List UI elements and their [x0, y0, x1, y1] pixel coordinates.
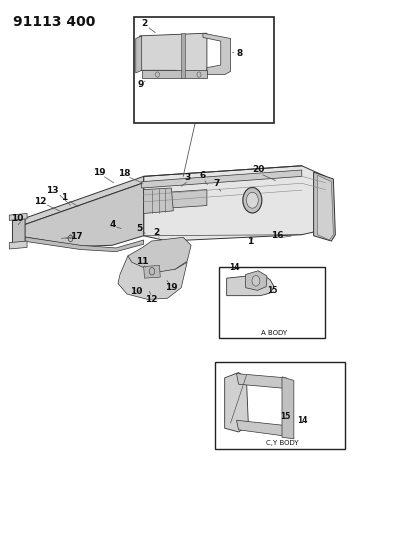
Text: 7: 7 [214, 179, 220, 188]
Polygon shape [246, 271, 267, 290]
Text: 14: 14 [229, 263, 240, 272]
Polygon shape [136, 36, 142, 73]
Circle shape [243, 188, 262, 213]
Polygon shape [144, 188, 173, 214]
Bar [219, 266, 326, 338]
Text: 10: 10 [11, 214, 23, 223]
Text: 17: 17 [70, 232, 83, 241]
Polygon shape [314, 172, 336, 241]
Text: 9: 9 [137, 80, 144, 89]
Text: 18: 18 [118, 168, 130, 177]
Polygon shape [225, 373, 248, 432]
Polygon shape [168, 190, 207, 208]
Polygon shape [118, 256, 187, 300]
Polygon shape [128, 237, 191, 272]
Polygon shape [181, 33, 185, 78]
Text: 2: 2 [153, 228, 160, 237]
Text: 6: 6 [199, 171, 205, 180]
Text: 11: 11 [136, 257, 148, 265]
Text: 16: 16 [271, 231, 283, 240]
Text: 91113 400: 91113 400 [13, 14, 96, 29]
Polygon shape [236, 374, 290, 389]
Text: 12: 12 [145, 295, 158, 304]
Polygon shape [23, 183, 144, 246]
Polygon shape [12, 216, 25, 246]
Polygon shape [23, 237, 144, 252]
Polygon shape [144, 265, 160, 278]
Text: A BODY: A BODY [261, 330, 287, 336]
Text: 13: 13 [47, 186, 59, 195]
Polygon shape [203, 33, 230, 75]
Text: 19: 19 [93, 167, 106, 176]
Text: 15: 15 [267, 286, 278, 295]
Polygon shape [142, 170, 302, 188]
Bar [134, 17, 274, 123]
Text: 12: 12 [34, 197, 47, 206]
Text: 10: 10 [131, 287, 143, 296]
Text: 14: 14 [297, 416, 308, 425]
Text: 20: 20 [252, 166, 264, 174]
Polygon shape [227, 274, 274, 296]
Polygon shape [23, 176, 144, 225]
Polygon shape [9, 241, 27, 249]
Polygon shape [9, 214, 27, 220]
Text: 19: 19 [165, 283, 178, 292]
Polygon shape [318, 175, 334, 240]
Text: 3: 3 [185, 173, 191, 182]
Circle shape [252, 276, 260, 286]
Polygon shape [144, 166, 326, 241]
Bar [215, 362, 345, 449]
Text: 2: 2 [141, 19, 148, 28]
Text: 1: 1 [62, 193, 68, 202]
Polygon shape [236, 420, 290, 436]
Polygon shape [140, 33, 207, 77]
Text: 1: 1 [247, 237, 254, 246]
Text: 15: 15 [280, 411, 291, 421]
Circle shape [246, 192, 258, 208]
Polygon shape [282, 377, 294, 439]
Text: 5: 5 [137, 224, 143, 233]
Text: 4: 4 [110, 220, 116, 229]
Polygon shape [142, 70, 207, 78]
Text: 8: 8 [236, 49, 242, 58]
Text: C,Y BODY: C,Y BODY [267, 440, 299, 446]
